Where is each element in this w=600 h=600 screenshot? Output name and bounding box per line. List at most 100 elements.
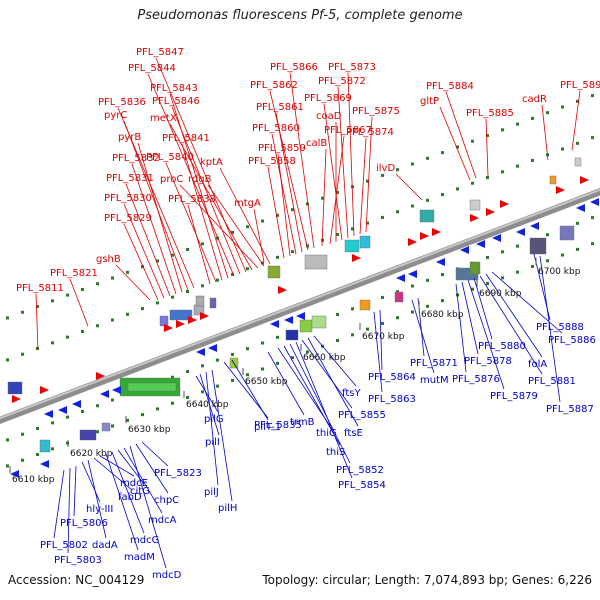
tick-dot [21,310,24,314]
reverse-leader-line [485,273,543,358]
reverse-gene-arrow [516,228,525,236]
tick-dot [36,453,39,457]
tick-dot [141,413,144,417]
reverse-gene-arrow [196,348,205,356]
forward-leader-line [117,107,195,289]
forward-gene-arrow [420,232,429,240]
tick-dot [591,242,594,246]
forward-gene-arrow [432,228,441,236]
forward-gene-label: proC [160,174,183,185]
gene-block [549,175,557,185]
forward-leader-line [253,208,265,263]
tick-dot [306,202,309,206]
reverse-leader-line [99,455,135,477]
reverse-gene-label: citG [130,486,150,497]
reverse-leader-line [105,453,139,551]
reverse-leader-line [295,341,353,479]
forward-gene-arrow [188,316,197,324]
forward-leader-line [35,293,39,351]
forward-leader-line [289,72,315,249]
reverse-gene-arrow [492,234,501,242]
tick-dot [21,352,24,356]
tick-dot [441,193,444,197]
tick-dot [111,318,114,322]
tick-dot [546,233,549,237]
reverse-gene-label: mdcE [120,478,148,489]
tick-label: 6690 kbp [479,289,522,299]
reverse-leader-line [277,347,331,427]
forward-gene-label: PFL_5861 [256,102,304,113]
forward-gene-arrow [278,286,287,294]
tick-dot [171,375,174,379]
gene-labels: PFL_5811 PFL_5821 gshB PFL_5829 PFL_5830 PFL_… [16,47,600,581]
tick-dot [141,307,144,311]
forward-gene-label: metX [150,113,177,124]
forward-gene-label: pyrB [118,132,141,143]
reverse-gene-arrow [396,274,405,282]
forward-leader-line [323,103,343,241]
tick-dot [396,210,399,214]
tick-dot [366,327,369,331]
reverse-leader-line [539,255,561,403]
tick-dot [21,432,24,436]
tick-dot [516,164,519,168]
tick-dot [396,168,399,172]
reverse-leader-line [111,451,145,534]
tick-dot [291,208,294,212]
reverse-gene-label: mdcD [152,570,182,581]
tick-dot [111,398,114,402]
forward-leader-line [69,278,89,327]
gene-arrows [10,176,599,478]
tick-dot [171,401,174,405]
tick-dot [561,253,564,257]
tick-dot [456,145,459,149]
tick-dot [261,367,264,371]
tick-dot [441,151,444,155]
tick-dot [6,316,9,320]
reverse-gene-label: ftsE [344,428,363,439]
tick-dot [576,247,579,251]
tick-dot [426,278,429,282]
reverse-leader-line [455,283,467,373]
tick-dot [66,335,69,339]
tick-dot [336,233,339,237]
tick-dot [66,293,69,297]
gene-block [127,382,177,392]
forward-leader-line [275,112,303,253]
gene-block [359,235,371,249]
tick-dot [66,415,69,419]
tick-label: 6640 kbp [186,400,229,410]
tick-dot [216,358,219,362]
forward-gene-arrow [486,208,495,216]
reverse-gene-label: dadA [92,540,118,551]
reverse-gene-arrow [476,240,485,248]
tick-dot [471,181,474,185]
tick-dot [411,310,414,314]
reverse-gene-arrow [408,270,417,278]
reverse-leader-line [135,443,169,494]
tick-dot [501,128,504,132]
forward-gene-label: PFL_5832 [112,153,160,164]
tick-dot [276,213,279,217]
forward-gene-arrow [580,176,589,184]
tick-dot [246,225,249,229]
reverse-gene-label: PFL_5864 [368,372,416,383]
tick-dot [471,287,474,291]
tick-dot [81,409,84,413]
reverse-gene-label: PFL_5802 [40,540,88,551]
tick-dot [6,438,9,442]
tick-dot [561,105,564,109]
reverse-leader-line [461,281,479,355]
reverse-gene-label: mdcG [130,535,159,546]
gene-block [195,295,205,307]
tick-dot [96,324,99,328]
tick-dot [261,219,264,223]
forward-leader-line [115,264,151,301]
forward-gene-label: pyrC [104,110,127,121]
forward-leader-line [169,123,253,271]
reverse-leader-line [67,467,71,554]
tick-dot [591,94,594,98]
tick-label: 6610 kbp [12,475,55,485]
forward-gene-label: gshB [96,254,121,265]
tick-dot [561,147,564,151]
